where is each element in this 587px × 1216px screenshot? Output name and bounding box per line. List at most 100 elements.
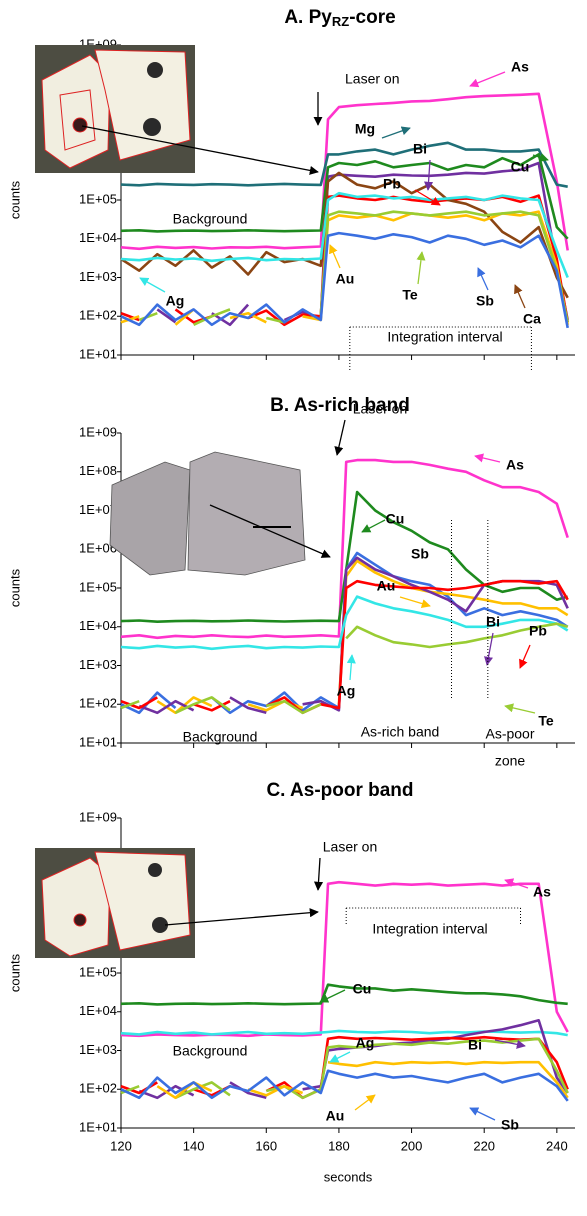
series-label: Au — [336, 271, 355, 287]
annotation: Background — [183, 729, 258, 745]
series-arrow — [484, 632, 494, 666]
y-tick-label: 1E+01 — [79, 734, 117, 749]
y-tick-label: 1E+01 — [79, 346, 117, 361]
y-tick-label: 1E+08 — [79, 463, 117, 478]
x-tick-label: 120 — [110, 1138, 132, 1153]
x-tick-label: 220 — [473, 1138, 495, 1153]
y-tick-label: 1E+05 — [79, 579, 117, 594]
y-tick-label: 1E+03 — [79, 269, 117, 284]
pointer-arrow — [209, 504, 331, 558]
series-label: Ag — [337, 683, 356, 699]
series-arrow — [319, 989, 346, 1003]
annotation: zone — [495, 753, 526, 769]
y-tick-label: 1E+02 — [79, 1081, 117, 1096]
annotation: Laser on — [345, 71, 399, 87]
y-tick-label: 1E+01 — [79, 1119, 117, 1134]
series-arrow — [469, 1107, 496, 1121]
series-arrow — [494, 1039, 526, 1049]
series-line — [156, 161, 569, 327]
series-label: Cu — [353, 981, 372, 997]
annotation: Background — [173, 211, 248, 227]
title-part: A. Py — [284, 7, 332, 28]
series-label: Pb — [383, 176, 401, 192]
x-axis-title: seconds — [324, 1169, 373, 1184]
series-line — [120, 231, 569, 329]
series-arrow — [514, 284, 526, 309]
title-part: C. As-poor band — [266, 780, 413, 801]
series-label: Sb — [501, 1117, 519, 1133]
series-arrow — [399, 596, 431, 609]
series-arrow — [504, 878, 529, 889]
series-line — [120, 141, 568, 188]
chart-title: B. As-rich band — [270, 395, 410, 416]
chart-title: A. PyRZ-core — [284, 7, 395, 29]
series-label: Bi — [468, 1037, 482, 1053]
series-label: Te — [538, 713, 554, 729]
y-tick-label: 1E+04 — [79, 618, 117, 633]
annotation: Background — [173, 1043, 248, 1059]
annotation-arrow — [334, 419, 346, 456]
series-line — [120, 191, 569, 278]
series-arrow — [519, 644, 531, 669]
pointer-arrow — [164, 908, 319, 926]
series-line — [120, 153, 569, 240]
inset-image — [35, 45, 195, 173]
series-line — [120, 595, 569, 651]
series-line — [120, 458, 569, 640]
series-label: Au — [326, 1108, 345, 1124]
series-arrow — [477, 267, 489, 291]
series-label: As — [533, 884, 551, 900]
x-tick-label: 160 — [255, 1138, 277, 1153]
series-arrow — [354, 1094, 376, 1111]
y-tick-label: 1E+02 — [79, 308, 117, 323]
x-tick-label: 240 — [546, 1138, 568, 1153]
series-arrow — [139, 277, 166, 293]
title-part: B. As-rich band — [270, 395, 410, 416]
series-arrow — [381, 126, 411, 139]
annotation: As-rich band — [361, 724, 440, 740]
annotation-arrow — [313, 857, 324, 891]
y-tick-label: 1E+05 — [79, 191, 117, 206]
x-tick-label: 180 — [328, 1138, 350, 1153]
series-arrow — [329, 1051, 351, 1063]
series-arrow — [414, 189, 441, 206]
series-line — [138, 210, 569, 326]
series-arrow — [346, 654, 356, 681]
inset-image — [109, 451, 306, 576]
series-label: Sb — [476, 293, 494, 309]
y-tick-label: 1E+02 — [79, 696, 117, 711]
y-tick-label: 1E+09 — [79, 809, 117, 824]
series-label: Bi — [486, 614, 500, 630]
series-label: Pb — [529, 623, 547, 639]
series-label: As — [511, 59, 529, 75]
annotation: As-poor — [485, 726, 534, 742]
series-line — [120, 880, 569, 1038]
series-line — [120, 983, 568, 1006]
series-label: Mg — [355, 121, 375, 137]
series-line — [120, 622, 569, 715]
y-tick-label: 1E+05 — [79, 964, 117, 979]
series-arrow — [469, 71, 506, 88]
series-arrow — [329, 244, 341, 269]
series-label: Ca — [523, 311, 541, 327]
y-tick-label: 1E+09 — [79, 424, 117, 439]
annotation: Integration interval — [387, 329, 502, 345]
series-arrow — [416, 251, 426, 285]
series-label: Te — [402, 287, 418, 303]
chart-title: C. As-poor band — [266, 780, 413, 801]
x-tick-label: 200 — [401, 1138, 423, 1153]
inset-image — [35, 848, 195, 958]
series-label: Sb — [411, 546, 429, 562]
y-tick-label: 1E+06 — [79, 541, 117, 556]
series-line — [120, 92, 569, 251]
series-label: Ag — [356, 1035, 375, 1051]
y-axis-title: counts — [7, 180, 22, 219]
y-tick-label: 1E+03 — [79, 657, 117, 672]
annotation: Integration interval — [372, 921, 487, 937]
series-label: Au — [377, 578, 396, 594]
x-tick-label: 140 — [183, 1138, 205, 1153]
series-arrow — [504, 703, 536, 714]
annotation: Laser on — [323, 839, 377, 855]
title-part: RZ — [332, 14, 349, 29]
